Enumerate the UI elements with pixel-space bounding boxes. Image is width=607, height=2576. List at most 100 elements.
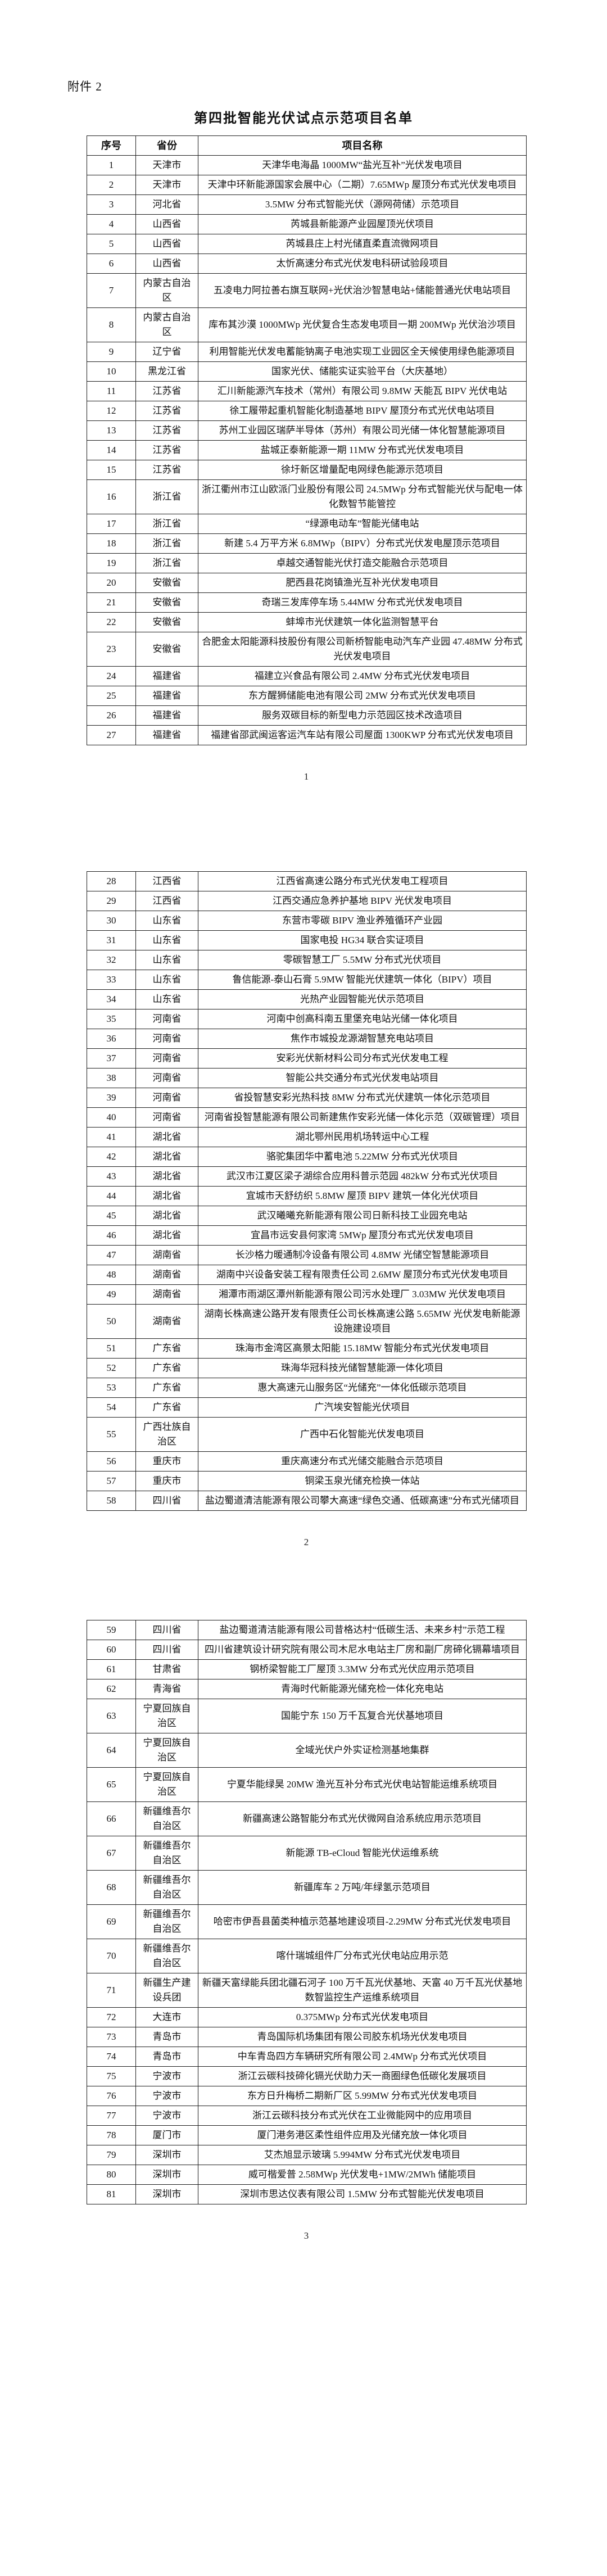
page-number: 1 bbox=[304, 771, 309, 782]
row-index-cell: 8 bbox=[87, 307, 136, 342]
province-cell: 宁波市 bbox=[135, 2066, 198, 2086]
province-cell: 广东省 bbox=[135, 1338, 198, 1359]
table-row: 27 福建省 福建省邵武闽运客运汽车站有限公司屋面 1300KWP 分布式光伏发电项… bbox=[87, 725, 527, 745]
project-name-cell: 湖南长株高速公路开发有限责任公司长株高速公路 5.65MW 光伏发电新能源设施建… bbox=[198, 1304, 527, 1339]
row-index-cell: 28 bbox=[87, 871, 136, 891]
table-row: 9 辽宁省 利用智能光伏发电蓄能钠离子电池实现工业园区全天候使用绿色能源项目 bbox=[87, 342, 527, 362]
row-index-cell: 20 bbox=[87, 573, 136, 593]
project-name-cell: 广汽埃安智能光伏项目 bbox=[198, 1397, 527, 1418]
table-header-row: 序号 省份 项目名称 bbox=[87, 135, 527, 156]
row-index-cell: 30 bbox=[87, 911, 136, 931]
province-cell: 广东省 bbox=[135, 1358, 198, 1378]
table-row: 2 天津市 天津中环新能源国家会展中心（二期）7.65MWp 屋顶分布式光伏发电项目 bbox=[87, 175, 527, 195]
table-row: 43 湖北省 武汉市江夏区梁子湖综合应用科普示范园 482kW 分布式光伏项目 bbox=[87, 1166, 527, 1187]
row-index-cell: 21 bbox=[87, 592, 136, 613]
table-row: 41 湖北省 湖北鄂州民用机场转运中心工程 bbox=[87, 1127, 527, 1147]
province-cell: 湖北省 bbox=[135, 1225, 198, 1246]
project-name-cell: 安彩光伏新材料公司分布式光伏发电工程 bbox=[198, 1048, 527, 1069]
table-row: 5 山西省 芮城县庄上村光储直柔直流微网项目 bbox=[87, 234, 527, 254]
row-index-cell: 61 bbox=[87, 1659, 136, 1679]
province-cell: 福建省 bbox=[135, 705, 198, 726]
row-index-cell: 74 bbox=[87, 2047, 136, 2067]
project-name-cell: “绿源电动车”智能光储电站 bbox=[198, 514, 527, 534]
project-name-cell: 厦门港务港区柔性组件应用及光储充放一体化项目 bbox=[198, 2125, 527, 2145]
table-row: 44 湖北省 宜城市天舒纺织 5.8MW 屋顶 BIPV 建筑一体化光伏项目 bbox=[87, 1186, 527, 1206]
province-cell: 浙江省 bbox=[135, 514, 198, 534]
row-index-cell: 77 bbox=[87, 2106, 136, 2126]
project-name-cell: 徐圩新区增量配电网绿色能源示范项目 bbox=[198, 460, 527, 480]
table-row: 42 湖北省 骆驼集团华中蓄电池 5.22MW 分布式光伏项目 bbox=[87, 1147, 527, 1167]
project-name-cell: 艾杰旭显示玻璃 5.994MW 分布式光伏发电项目 bbox=[198, 2145, 527, 2165]
province-cell: 安徽省 bbox=[135, 592, 198, 613]
project-name-cell: 盐城正泰新能源一期 11MW 分布式光伏发电项目 bbox=[198, 440, 527, 460]
province-cell: 山东省 bbox=[135, 970, 198, 990]
project-name-cell: 盐边蜀道清洁能源有限公司昔格达村“低碳生活、未来乡村”示范工程 bbox=[198, 1620, 527, 1640]
project-name-cell: 东营市零碳 BIPV 渔业养殖循环产业园 bbox=[198, 911, 527, 931]
row-index-cell: 43 bbox=[87, 1166, 136, 1187]
province-cell: 内蒙古自治区 bbox=[135, 273, 198, 308]
province-cell: 湖南省 bbox=[135, 1284, 198, 1305]
row-index-cell: 13 bbox=[87, 420, 136, 441]
province-cell: 宁夏回族自治区 bbox=[135, 1733, 198, 1768]
table-row: 39 河南省 省投智慧安彩光热科技 8MW 分布式光伏建筑一体化示范项目 bbox=[87, 1088, 527, 1108]
province-cell: 辽宁省 bbox=[135, 342, 198, 362]
table-row: 26 福建省 服务双碳目标的新型电力示范园区技术改造项目 bbox=[87, 705, 527, 726]
row-index-cell: 64 bbox=[87, 1733, 136, 1768]
row-index-cell: 69 bbox=[87, 1904, 136, 1939]
row-index-cell: 37 bbox=[87, 1048, 136, 1069]
project-name-cell: 浙江云碳科技碲化镉光伏助力天一商圈绿色低碳化发展项目 bbox=[198, 2066, 527, 2086]
table-row: 65 宁夏回族自治区 宁夏华能绿昊 20MW 渔光互补分布式光伏电站智能运维系统项目 bbox=[87, 1767, 527, 1802]
province-cell: 湖北省 bbox=[135, 1206, 198, 1226]
project-name-cell: 零碳智慧工厂 5.5MW 分布式光伏项目 bbox=[198, 950, 527, 970]
province-cell: 宁波市 bbox=[135, 2106, 198, 2126]
province-cell: 河北省 bbox=[135, 194, 198, 215]
province-cell: 河南省 bbox=[135, 1068, 198, 1088]
column-header: 省份 bbox=[135, 135, 198, 156]
row-index-cell: 36 bbox=[87, 1029, 136, 1049]
province-cell: 江西省 bbox=[135, 891, 198, 911]
project-name-cell: 智能公共交通分布式光伏发电站项目 bbox=[198, 1068, 527, 1088]
table-row: 4 山西省 芮城县新能源产业园屋顶光伏项目 bbox=[87, 214, 527, 234]
table-row: 68 新疆维吾尔自治区 新疆库车 2 万吨/年绿氢示范项目 bbox=[87, 1870, 527, 1905]
project-name-cell: 惠大高速元山服务区“光储充”一体化低碳示范项目 bbox=[198, 1378, 527, 1398]
province-cell: 广东省 bbox=[135, 1378, 198, 1398]
project-name-cell: 福建省邵武闽运客运汽车站有限公司屋面 1300KWP 分布式光伏发电项目 bbox=[198, 725, 527, 745]
table-row: 24 福建省 福建立兴食品有限公司 2.4MW 分布式光伏发电项目 bbox=[87, 666, 527, 686]
province-cell: 青岛市 bbox=[135, 2047, 198, 2067]
row-index-cell: 17 bbox=[87, 514, 136, 534]
province-cell: 四川省 bbox=[135, 1620, 198, 1640]
row-index-cell: 67 bbox=[87, 1836, 136, 1871]
row-index-cell: 41 bbox=[87, 1127, 136, 1147]
row-index-cell: 3 bbox=[87, 194, 136, 215]
table-row: 47 湖南省 长沙格力暖通制冷设备有限公司 4.8MW 光储空智慧能源项目 bbox=[87, 1245, 527, 1265]
row-index-cell: 14 bbox=[87, 440, 136, 460]
province-cell: 新疆生产建设兵团 bbox=[135, 1973, 198, 2008]
project-name-cell: 国家光伏、储能实证实验平台（大庆基地） bbox=[198, 361, 527, 382]
province-cell: 山西省 bbox=[135, 253, 198, 274]
project-name-cell: 长沙格力暖通制冷设备有限公司 4.8MW 光储空智慧能源项目 bbox=[198, 1245, 527, 1265]
project-name-cell: 省投智慧安彩光热科技 8MW 分布式光伏建筑一体化示范项目 bbox=[198, 1088, 527, 1108]
project-name-cell: 骆驼集团华中蓄电池 5.22MW 分布式光伏项目 bbox=[198, 1147, 527, 1167]
table-row: 32 山东省 零碳智慧工厂 5.5MW 分布式光伏项目 bbox=[87, 950, 527, 970]
row-index-cell: 51 bbox=[87, 1338, 136, 1359]
project-name-cell: 芮城县新能源产业园屋顶光伏项目 bbox=[198, 214, 527, 234]
table-row: 6 山西省 太忻高速分布式光伏发电科研试验段项目 bbox=[87, 253, 527, 274]
project-name-cell: 河南中创高科南五里堡充电站光储一体化项目 bbox=[198, 1009, 527, 1029]
province-cell: 大连市 bbox=[135, 2007, 198, 2027]
page-number: 3 bbox=[304, 2230, 309, 2241]
row-index-cell: 59 bbox=[87, 1620, 136, 1640]
province-cell: 江苏省 bbox=[135, 401, 198, 421]
province-cell: 江苏省 bbox=[135, 420, 198, 441]
province-cell: 福建省 bbox=[135, 725, 198, 745]
row-index-cell: 53 bbox=[87, 1378, 136, 1398]
table-row: 60 四川省 四川省建筑设计研究院有限公司木尼水电站主厂房和副厂房碲化镉幕墙项目 bbox=[87, 1640, 527, 1660]
row-index-cell: 18 bbox=[87, 533, 136, 554]
row-index-cell: 60 bbox=[87, 1640, 136, 1660]
project-name-cell: 青海时代新能源光储充检一体化充电站 bbox=[198, 1679, 527, 1699]
row-index-cell: 62 bbox=[87, 1679, 136, 1699]
row-index-cell: 81 bbox=[87, 2184, 136, 2204]
project-name-cell: 深圳市思达仪表有限公司 1.5MW 分布式智能光伏发电项目 bbox=[198, 2184, 527, 2204]
province-cell: 湖北省 bbox=[135, 1186, 198, 1206]
row-index-cell: 27 bbox=[87, 725, 136, 745]
table-row: 20 安徽省 肥西县花岗镇渔光互补光伏发电项目 bbox=[87, 573, 527, 593]
